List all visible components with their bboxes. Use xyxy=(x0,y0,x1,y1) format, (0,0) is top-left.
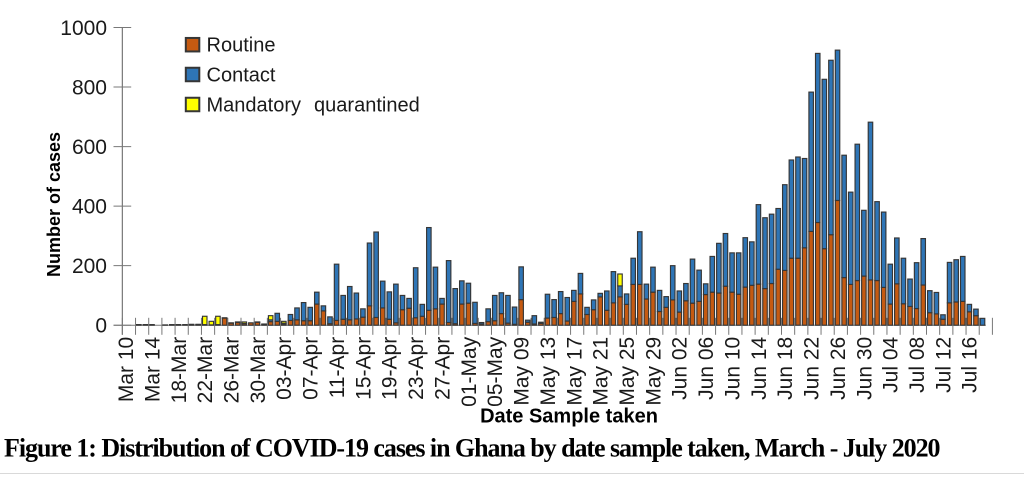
svg-text:0: 0 xyxy=(95,315,107,338)
svg-text:23-Apr: 23-Apr xyxy=(405,337,428,400)
svg-text:Jun 10: Jun 10 xyxy=(721,337,744,400)
svg-text:May 09: May 09 xyxy=(511,337,534,406)
svg-text:400: 400 xyxy=(72,196,107,219)
svg-text:27-Apr: 27-Apr xyxy=(431,337,454,400)
svg-text:03-Apr: 03-Apr xyxy=(273,337,296,400)
svg-text:18-Mar: 18-Mar xyxy=(168,337,191,404)
svg-text:01-May: 01-May xyxy=(458,336,481,407)
svg-text:May 25: May 25 xyxy=(616,337,639,406)
svg-text:Number of cases: Number of cases xyxy=(44,132,64,277)
svg-text:Jun 14: Jun 14 xyxy=(748,336,771,399)
svg-text:Jun 22: Jun 22 xyxy=(801,337,824,400)
svg-text:11-Apr: 11-Apr xyxy=(326,337,349,398)
svg-text:07-Apr: 07-Apr xyxy=(300,337,323,400)
svg-text:May 13: May 13 xyxy=(537,337,560,406)
svg-text:19-Apr: 19-Apr xyxy=(379,337,402,400)
svg-text:Mar 10: Mar 10 xyxy=(115,337,138,402)
svg-text:Jul 16: Jul 16 xyxy=(959,337,982,393)
svg-text:Figure 1: Distribution of COVI: Figure 1: Distribution of COVID-19 cases… xyxy=(4,434,941,463)
svg-text:Mandatory quarantined: Mandatory quarantined xyxy=(207,95,420,117)
svg-text:Jul 04: Jul 04 xyxy=(880,336,903,392)
svg-text:Jul 08: Jul 08 xyxy=(906,337,929,393)
svg-text:30-Mar: 30-Mar xyxy=(247,337,270,404)
svg-text:200: 200 xyxy=(72,255,107,278)
svg-text:26-Mar: 26-Mar xyxy=(221,337,244,404)
svg-text:Jun 18: Jun 18 xyxy=(774,337,797,400)
svg-text:May 21: May 21 xyxy=(590,337,613,406)
svg-text:Jul 12: Jul 12 xyxy=(932,337,955,393)
svg-text:Date Sample taken: Date Sample taken xyxy=(480,406,658,428)
svg-text:1000: 1000 xyxy=(60,17,107,40)
svg-text:Mar 14: Mar 14 xyxy=(141,336,164,402)
svg-text:Jun 02: Jun 02 xyxy=(669,337,692,400)
svg-text:Jun 06: Jun 06 xyxy=(695,337,718,400)
svg-text:22-Mar: 22-Mar xyxy=(194,337,217,404)
svg-text:800: 800 xyxy=(72,76,107,99)
svg-text:600: 600 xyxy=(72,136,107,159)
svg-text:15-Apr: 15-Apr xyxy=(352,337,375,400)
svg-text:Routine: Routine xyxy=(207,35,276,57)
svg-text:05-May: 05-May xyxy=(484,336,507,407)
svg-text:Contact: Contact xyxy=(207,65,276,87)
svg-text:May 17: May 17 xyxy=(563,337,586,406)
svg-text:May 29: May 29 xyxy=(642,337,665,406)
svg-text:Jun 30: Jun 30 xyxy=(853,337,876,400)
svg-text:Jun 26: Jun 26 xyxy=(827,337,850,400)
